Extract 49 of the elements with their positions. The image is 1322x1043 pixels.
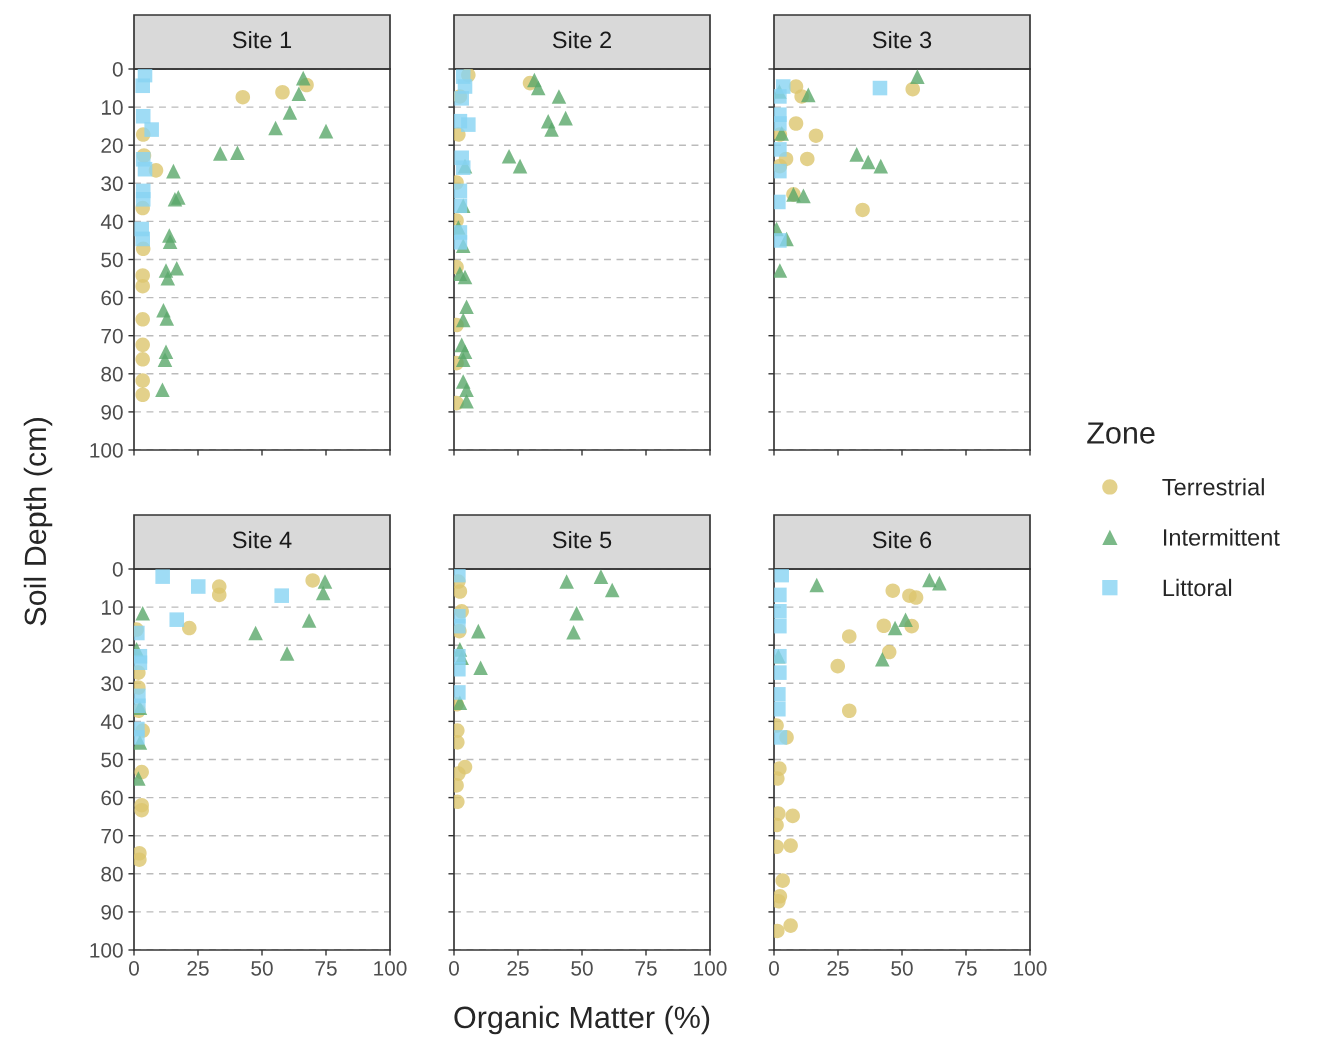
y-tick-label: 80 bbox=[101, 866, 123, 882]
y-tick-label: 40 bbox=[100, 714, 123, 730]
x-tick-label: 100 bbox=[374, 960, 407, 976]
x-tick-label: 0 bbox=[449, 960, 459, 976]
legend-title: Zone bbox=[1087, 422, 1155, 444]
x-tick-label: 25 bbox=[187, 960, 209, 976]
legend-label: Littoral bbox=[1163, 578, 1232, 597]
x-tick-label: 50 bbox=[251, 960, 273, 976]
y-tick-label: 90 bbox=[101, 404, 123, 420]
legend-label: Intermittent bbox=[1163, 528, 1280, 546]
x-tick-label: 25 bbox=[507, 960, 529, 976]
chart-title: Site 1 bbox=[232, 31, 292, 49]
y-axis-title: Soil Depth (cm) bbox=[23, 418, 53, 626]
x-tick-label: 50 bbox=[571, 960, 593, 976]
y-tick-label: 80 bbox=[101, 366, 123, 382]
y-tick-label: 10 bbox=[102, 100, 123, 115]
x-tick-label: 0 bbox=[769, 960, 779, 976]
y-tick-label: 50 bbox=[101, 752, 123, 768]
x-tick-label: 0 bbox=[129, 960, 139, 976]
chart-title: Site 6 bbox=[872, 530, 932, 549]
x-tick-label: 75 bbox=[955, 961, 977, 976]
y-tick-label: 10 bbox=[102, 600, 123, 615]
x-axis-title: Organic Matter (%) bbox=[454, 1005, 710, 1035]
chart-title: Site 5 bbox=[552, 530, 612, 549]
y-tick-label: 40 bbox=[100, 214, 123, 230]
y-tick-label: 0 bbox=[112, 62, 123, 77]
legend-label: Terrestrial bbox=[1162, 478, 1264, 496]
x-tick-label: 50 bbox=[891, 960, 913, 976]
y-tick-label: 60 bbox=[101, 290, 123, 306]
x-tick-label: 75 bbox=[315, 961, 337, 976]
chart-title: Site 3 bbox=[872, 31, 932, 49]
y-tick-label: 100 bbox=[90, 443, 123, 458]
y-tick-label: 0 bbox=[112, 562, 123, 577]
chart-title: Site 4 bbox=[232, 530, 292, 549]
y-tick-label: 90 bbox=[101, 904, 123, 920]
chart-title: Site 2 bbox=[552, 31, 611, 49]
x-tick-label: 75 bbox=[635, 961, 657, 976]
y-tick-label: 100 bbox=[90, 943, 123, 958]
y-tick-label: 20 bbox=[101, 138, 123, 153]
x-tick-label: 100 bbox=[694, 960, 727, 976]
y-tick-label: 30 bbox=[101, 176, 123, 192]
y-tick-label: 30 bbox=[101, 676, 123, 692]
x-tick-label: 100 bbox=[1014, 960, 1047, 976]
y-tick-label: 20 bbox=[101, 638, 123, 653]
x-tick-label: 25 bbox=[827, 960, 849, 976]
y-tick-label: 60 bbox=[101, 790, 123, 806]
y-tick-label: 70 bbox=[101, 828, 123, 844]
y-tick-label: 50 bbox=[101, 252, 123, 268]
y-tick-label: 70 bbox=[101, 328, 123, 344]
